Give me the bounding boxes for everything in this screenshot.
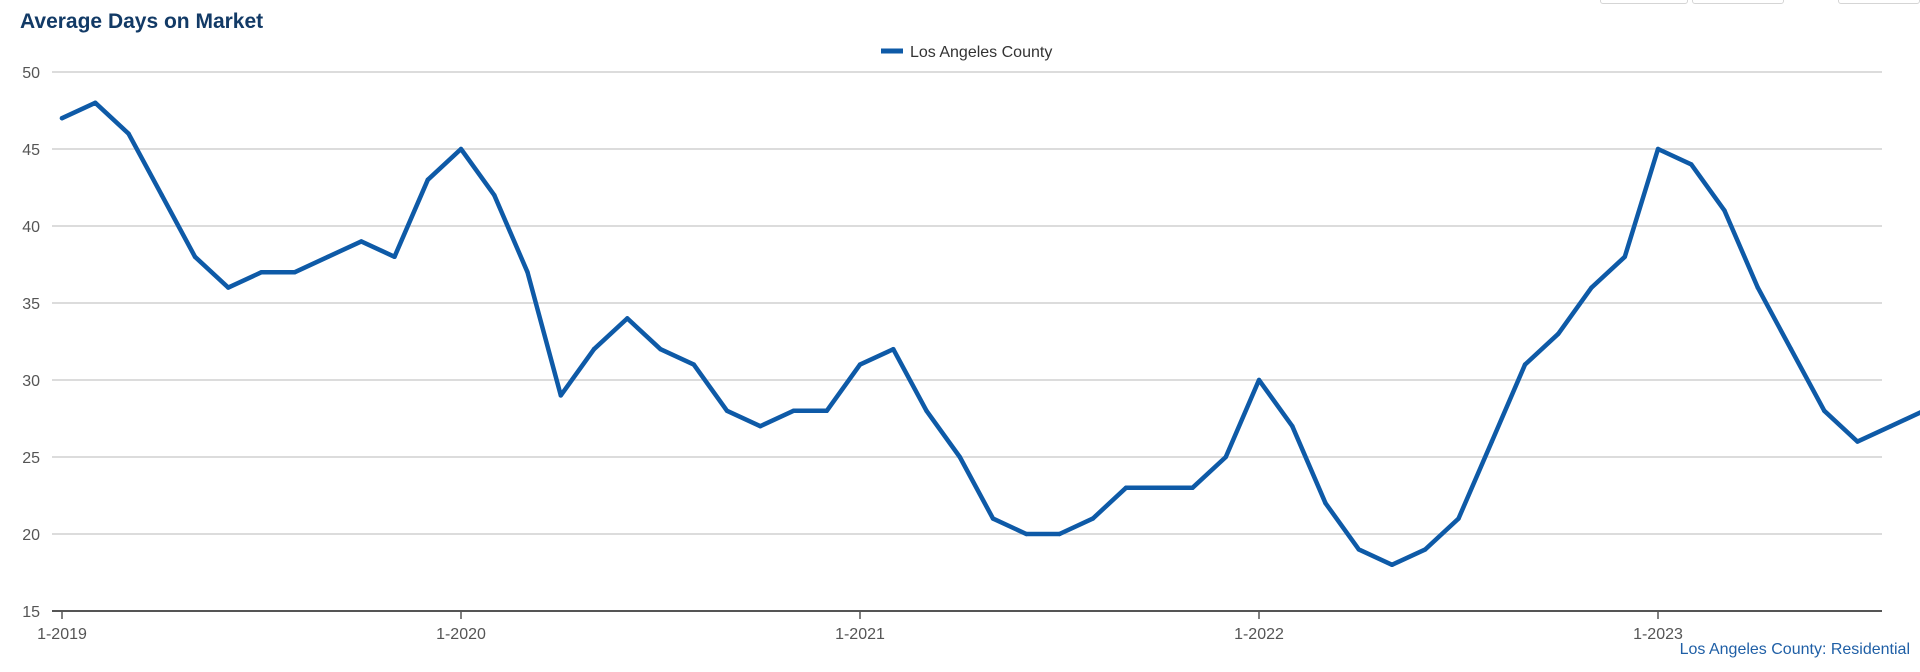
- y-tick-label: 20: [22, 527, 40, 544]
- x-tick-label: 1-2019: [37, 626, 87, 643]
- data-point[interactable]: [558, 393, 563, 398]
- data-point[interactable]: [292, 270, 297, 275]
- data-point[interactable]: [1489, 439, 1494, 444]
- series-line-0: [59, 100, 1920, 568]
- data-point[interactable]: [1855, 439, 1860, 444]
- data-point[interactable]: [1223, 454, 1228, 460]
- chart-title: Average Days on Market: [20, 10, 264, 33]
- data-point[interactable]: [259, 270, 264, 275]
- data-point[interactable]: [1522, 362, 1528, 367]
- data-point[interactable]: [1256, 377, 1262, 383]
- data-point[interactable]: [159, 193, 164, 198]
- data-point[interactable]: [1190, 485, 1195, 490]
- data-point[interactable]: [1689, 162, 1694, 167]
- data-point[interactable]: [1290, 424, 1295, 429]
- y-tick-label: 25: [22, 450, 40, 467]
- legend-label: Los Angeles County: [910, 44, 1052, 61]
- data-point[interactable]: [1622, 254, 1627, 259]
- data-point[interactable]: [1755, 285, 1760, 290]
- data-point[interactable]: [126, 131, 131, 136]
- data-point[interactable]: [192, 254, 198, 259]
- data-point[interactable]: [625, 316, 630, 321]
- toolbar-button-2[interactable]: [1692, 0, 1784, 4]
- data-point[interactable]: [1456, 516, 1461, 521]
- data-point[interactable]: [1024, 531, 1029, 537]
- x-tick-label: 1-2021: [835, 626, 885, 643]
- data-point[interactable]: [758, 424, 763, 429]
- data-point[interactable]: [591, 347, 597, 352]
- y-tick-label: 15: [22, 604, 40, 621]
- gridlines: [52, 71, 1882, 535]
- data-point[interactable]: [1423, 547, 1428, 552]
- data-point[interactable]: [1389, 562, 1395, 567]
- data-point[interactable]: [425, 177, 430, 182]
- data-point[interactable]: [990, 516, 996, 521]
- data-point[interactable]: [525, 270, 530, 275]
- data-point[interactable]: [1157, 485, 1162, 490]
- y-tick-label: 40: [22, 219, 40, 236]
- data-point[interactable]: [492, 193, 497, 198]
- data-point[interactable]: [1556, 331, 1561, 336]
- data-point[interactable]: [226, 285, 231, 290]
- series-layer: [59, 100, 1920, 568]
- y-tick-label: 45: [22, 142, 40, 159]
- legend[interactable]: Los Angeles County: [881, 44, 1052, 61]
- toolbar-button-1[interactable]: [1600, 0, 1688, 4]
- source-label[interactable]: Los Angeles County: Residential: [1679, 641, 1910, 658]
- data-point[interactable]: [824, 408, 829, 413]
- data-point[interactable]: [857, 362, 863, 367]
- data-point[interactable]: [1722, 208, 1727, 213]
- data-point[interactable]: [791, 408, 796, 413]
- data-point[interactable]: [59, 116, 65, 121]
- data-point[interactable]: [724, 408, 730, 413]
- data-point[interactable]: [359, 239, 364, 244]
- y-tick-label: 50: [22, 65, 40, 82]
- data-point[interactable]: [924, 408, 929, 413]
- y-tick-label: 30: [22, 373, 40, 390]
- data-point[interactable]: [93, 100, 98, 106]
- data-point[interactable]: [392, 254, 397, 259]
- y-axis-ticks: 15 20 25 30 35 40 45 50: [22, 65, 40, 621]
- data-point[interactable]: [1788, 347, 1794, 352]
- x-tick-label: 1-2022: [1234, 626, 1284, 643]
- data-point[interactable]: [1123, 485, 1129, 490]
- data-point[interactable]: [1323, 501, 1328, 506]
- toolbar-buttons: [1580, 0, 1920, 6]
- data-point[interactable]: [1655, 146, 1661, 152]
- x-tick-label: 1-2020: [436, 626, 486, 643]
- data-point[interactable]: [325, 254, 331, 259]
- x-tick-label: 1-2023: [1633, 626, 1683, 643]
- data-point[interactable]: [458, 146, 464, 152]
- data-point[interactable]: [891, 347, 896, 352]
- data-point[interactable]: [1822, 408, 1827, 413]
- data-point[interactable]: [957, 454, 962, 460]
- data-point[interactable]: [1356, 547, 1361, 552]
- y-tick-label: 35: [22, 296, 40, 313]
- data-point[interactable]: [658, 347, 663, 352]
- data-point[interactable]: [1090, 516, 1095, 521]
- data-point[interactable]: [691, 362, 696, 367]
- data-point[interactable]: [1057, 531, 1062, 537]
- data-point[interactable]: [1888, 424, 1893, 429]
- data-point[interactable]: [1589, 285, 1594, 290]
